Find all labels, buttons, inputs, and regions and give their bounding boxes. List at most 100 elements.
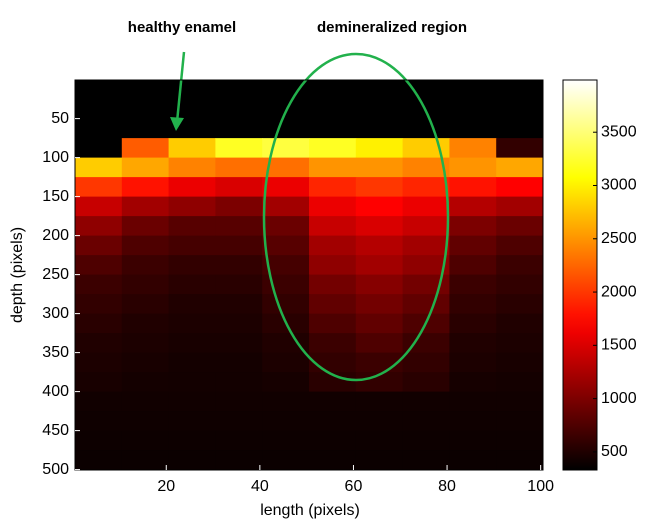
heatmap-cell bbox=[402, 294, 450, 315]
heatmap-cell bbox=[355, 99, 404, 120]
y-tick-label: 450 bbox=[42, 422, 69, 439]
x-tick-label: 100 bbox=[527, 478, 554, 495]
y-tick-label: 200 bbox=[42, 227, 69, 244]
heatmap-cell bbox=[496, 352, 544, 373]
x-axis-label: length (pixels) bbox=[260, 502, 360, 519]
heatmap-cell bbox=[309, 177, 357, 198]
heatmap-cell bbox=[496, 333, 544, 354]
heatmap-cell bbox=[215, 138, 263, 159]
heatmap-cell bbox=[402, 138, 450, 159]
heatmap-cell bbox=[496, 157, 544, 178]
heatmap-cell bbox=[355, 411, 404, 432]
heatmap-cell bbox=[168, 157, 216, 178]
heatmap-cell bbox=[309, 333, 357, 354]
heatmap-cell bbox=[355, 216, 404, 237]
colorbar-tick-label: 2000 bbox=[601, 283, 637, 300]
heatmap-cell bbox=[262, 138, 310, 159]
heatmap-cell bbox=[215, 450, 263, 471]
heatmap-cell bbox=[449, 118, 497, 139]
y-tick-label: 300 bbox=[42, 305, 69, 322]
heatmap-cell bbox=[75, 99, 123, 120]
heatmap-cell bbox=[75, 411, 123, 432]
heatmap-cell bbox=[168, 274, 216, 295]
y-tick-label: 150 bbox=[42, 188, 69, 205]
heatmap-cell bbox=[121, 313, 170, 334]
heatmap-cell bbox=[215, 411, 263, 432]
heatmap-cell bbox=[309, 118, 357, 139]
annotation-arrow bbox=[175, 51, 186, 123]
heatmap-cell bbox=[168, 177, 216, 198]
heatmap-cell bbox=[121, 118, 170, 139]
heatmap-cell bbox=[75, 216, 123, 237]
heatmap-cell bbox=[262, 411, 310, 432]
heatmap-cell bbox=[402, 450, 450, 471]
heatmap-cell bbox=[449, 411, 497, 432]
heatmap-cell bbox=[309, 138, 357, 159]
colorbar-tick-label: 3000 bbox=[601, 177, 637, 194]
heatmap-cell bbox=[496, 313, 544, 334]
heatmap-cell bbox=[355, 274, 404, 295]
annotation: demineralized region bbox=[317, 19, 467, 36]
heatmap-cell bbox=[449, 333, 497, 354]
heatmap-cell bbox=[75, 352, 123, 373]
heatmap-cell bbox=[402, 118, 450, 139]
heatmap-cell bbox=[75, 372, 123, 393]
heatmap-cell bbox=[121, 450, 170, 471]
heatmap-cell bbox=[75, 138, 123, 159]
heatmap-cell bbox=[355, 430, 404, 451]
heatmap-cell bbox=[168, 216, 216, 237]
x-tick-label: 40 bbox=[251, 478, 269, 495]
heatmap-cell bbox=[449, 313, 497, 334]
heatmap-cell bbox=[262, 294, 310, 315]
heatmap-cell bbox=[75, 196, 123, 217]
heatmap-cell bbox=[215, 216, 263, 237]
heatmap-cell bbox=[75, 80, 123, 100]
heatmap-cell bbox=[355, 391, 404, 412]
y-tick-label: 100 bbox=[42, 149, 69, 166]
heatmap-cell bbox=[309, 313, 357, 334]
heatmap-cell bbox=[496, 177, 544, 198]
heatmap-cell bbox=[75, 450, 123, 471]
heatmap-cell bbox=[121, 294, 170, 315]
heatmap-cell bbox=[262, 450, 310, 471]
heatmap-cell bbox=[168, 372, 216, 393]
heatmap-cell bbox=[402, 235, 450, 256]
heatmap-cell bbox=[75, 157, 123, 178]
heatmap-cell bbox=[215, 80, 263, 100]
heatmap-cell bbox=[449, 216, 497, 237]
heatmap-cell bbox=[215, 333, 263, 354]
heatmap-cell bbox=[449, 80, 497, 100]
heatmap-cell bbox=[496, 216, 544, 237]
heatmap-cell bbox=[262, 80, 310, 100]
heatmap-cell bbox=[121, 177, 170, 198]
heatmap-cell bbox=[168, 138, 216, 159]
heatmap-cell bbox=[402, 157, 450, 178]
heatmap-cell bbox=[262, 255, 310, 276]
heatmap-cell bbox=[75, 313, 123, 334]
heatmap-cell bbox=[75, 333, 123, 354]
heatmap-cell bbox=[121, 157, 170, 178]
annotation-ellipse bbox=[262, 52, 450, 382]
x-tick-label: 80 bbox=[438, 478, 456, 495]
heatmap-cell bbox=[402, 411, 450, 432]
heatmap-cell bbox=[402, 216, 450, 237]
heatmap-cell bbox=[121, 333, 170, 354]
heatmap-cell bbox=[449, 372, 497, 393]
heatmap-cell bbox=[309, 196, 357, 217]
heatmap-cell bbox=[168, 411, 216, 432]
heatmap-cell bbox=[355, 177, 404, 198]
heatmap-cell bbox=[75, 235, 123, 256]
heatmap-cell bbox=[121, 352, 170, 373]
heatmap-cell bbox=[215, 391, 263, 412]
heatmap-cell bbox=[262, 372, 310, 393]
heatmap-cell bbox=[449, 352, 497, 373]
heatmap-cell bbox=[449, 274, 497, 295]
heatmap-cell bbox=[121, 274, 170, 295]
heatmap-cell bbox=[402, 333, 450, 354]
heatmap-cell bbox=[309, 294, 357, 315]
heatmap-cell bbox=[355, 196, 404, 217]
heatmap-cell bbox=[215, 313, 263, 334]
heatmap-cell bbox=[168, 391, 216, 412]
heatmap-cell bbox=[121, 430, 170, 451]
heatmap-cell bbox=[168, 99, 216, 120]
